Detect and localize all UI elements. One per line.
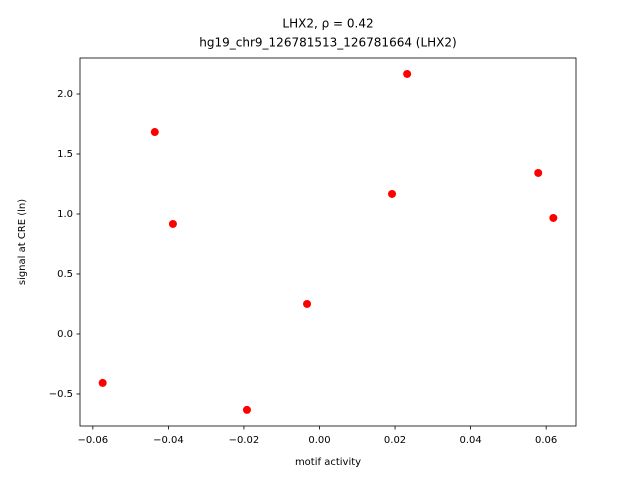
point	[242, 405, 251, 414]
point	[534, 168, 543, 177]
point	[98, 378, 107, 387]
point	[388, 189, 397, 198]
x-tick-label: −0.02	[229, 435, 260, 446]
point	[168, 219, 177, 228]
point	[303, 299, 312, 308]
y-tick-label: 0.5	[57, 269, 73, 280]
point	[403, 69, 412, 78]
x-tick-label: 0.06	[535, 435, 557, 446]
x-tick-label: 0.00	[308, 435, 330, 446]
x-tick-label: −0.06	[78, 435, 109, 446]
point	[150, 128, 159, 137]
point	[549, 213, 558, 222]
y-tick-label: −0.5	[49, 389, 73, 400]
chart-title: LHX2, ρ = 0.42	[282, 17, 373, 31]
x-axis-label: motif activity	[295, 457, 361, 468]
x-tick-label: −0.04	[153, 435, 184, 446]
y-tick-label: 1.0	[57, 209, 73, 220]
y-tick-label: 1.5	[57, 149, 73, 160]
chart-subtitle: hg19_chr9_126781513_126781664 (LHX2)	[199, 36, 456, 50]
y-tick-label: 0.0	[57, 329, 73, 340]
y-tick-label: 2.0	[57, 89, 73, 100]
x-tick-label: 0.04	[459, 435, 481, 446]
plot-frame	[79, 57, 577, 427]
y-axis-label: signal at CRE (ln)	[17, 199, 28, 285]
x-tick-label: 0.02	[384, 435, 406, 446]
